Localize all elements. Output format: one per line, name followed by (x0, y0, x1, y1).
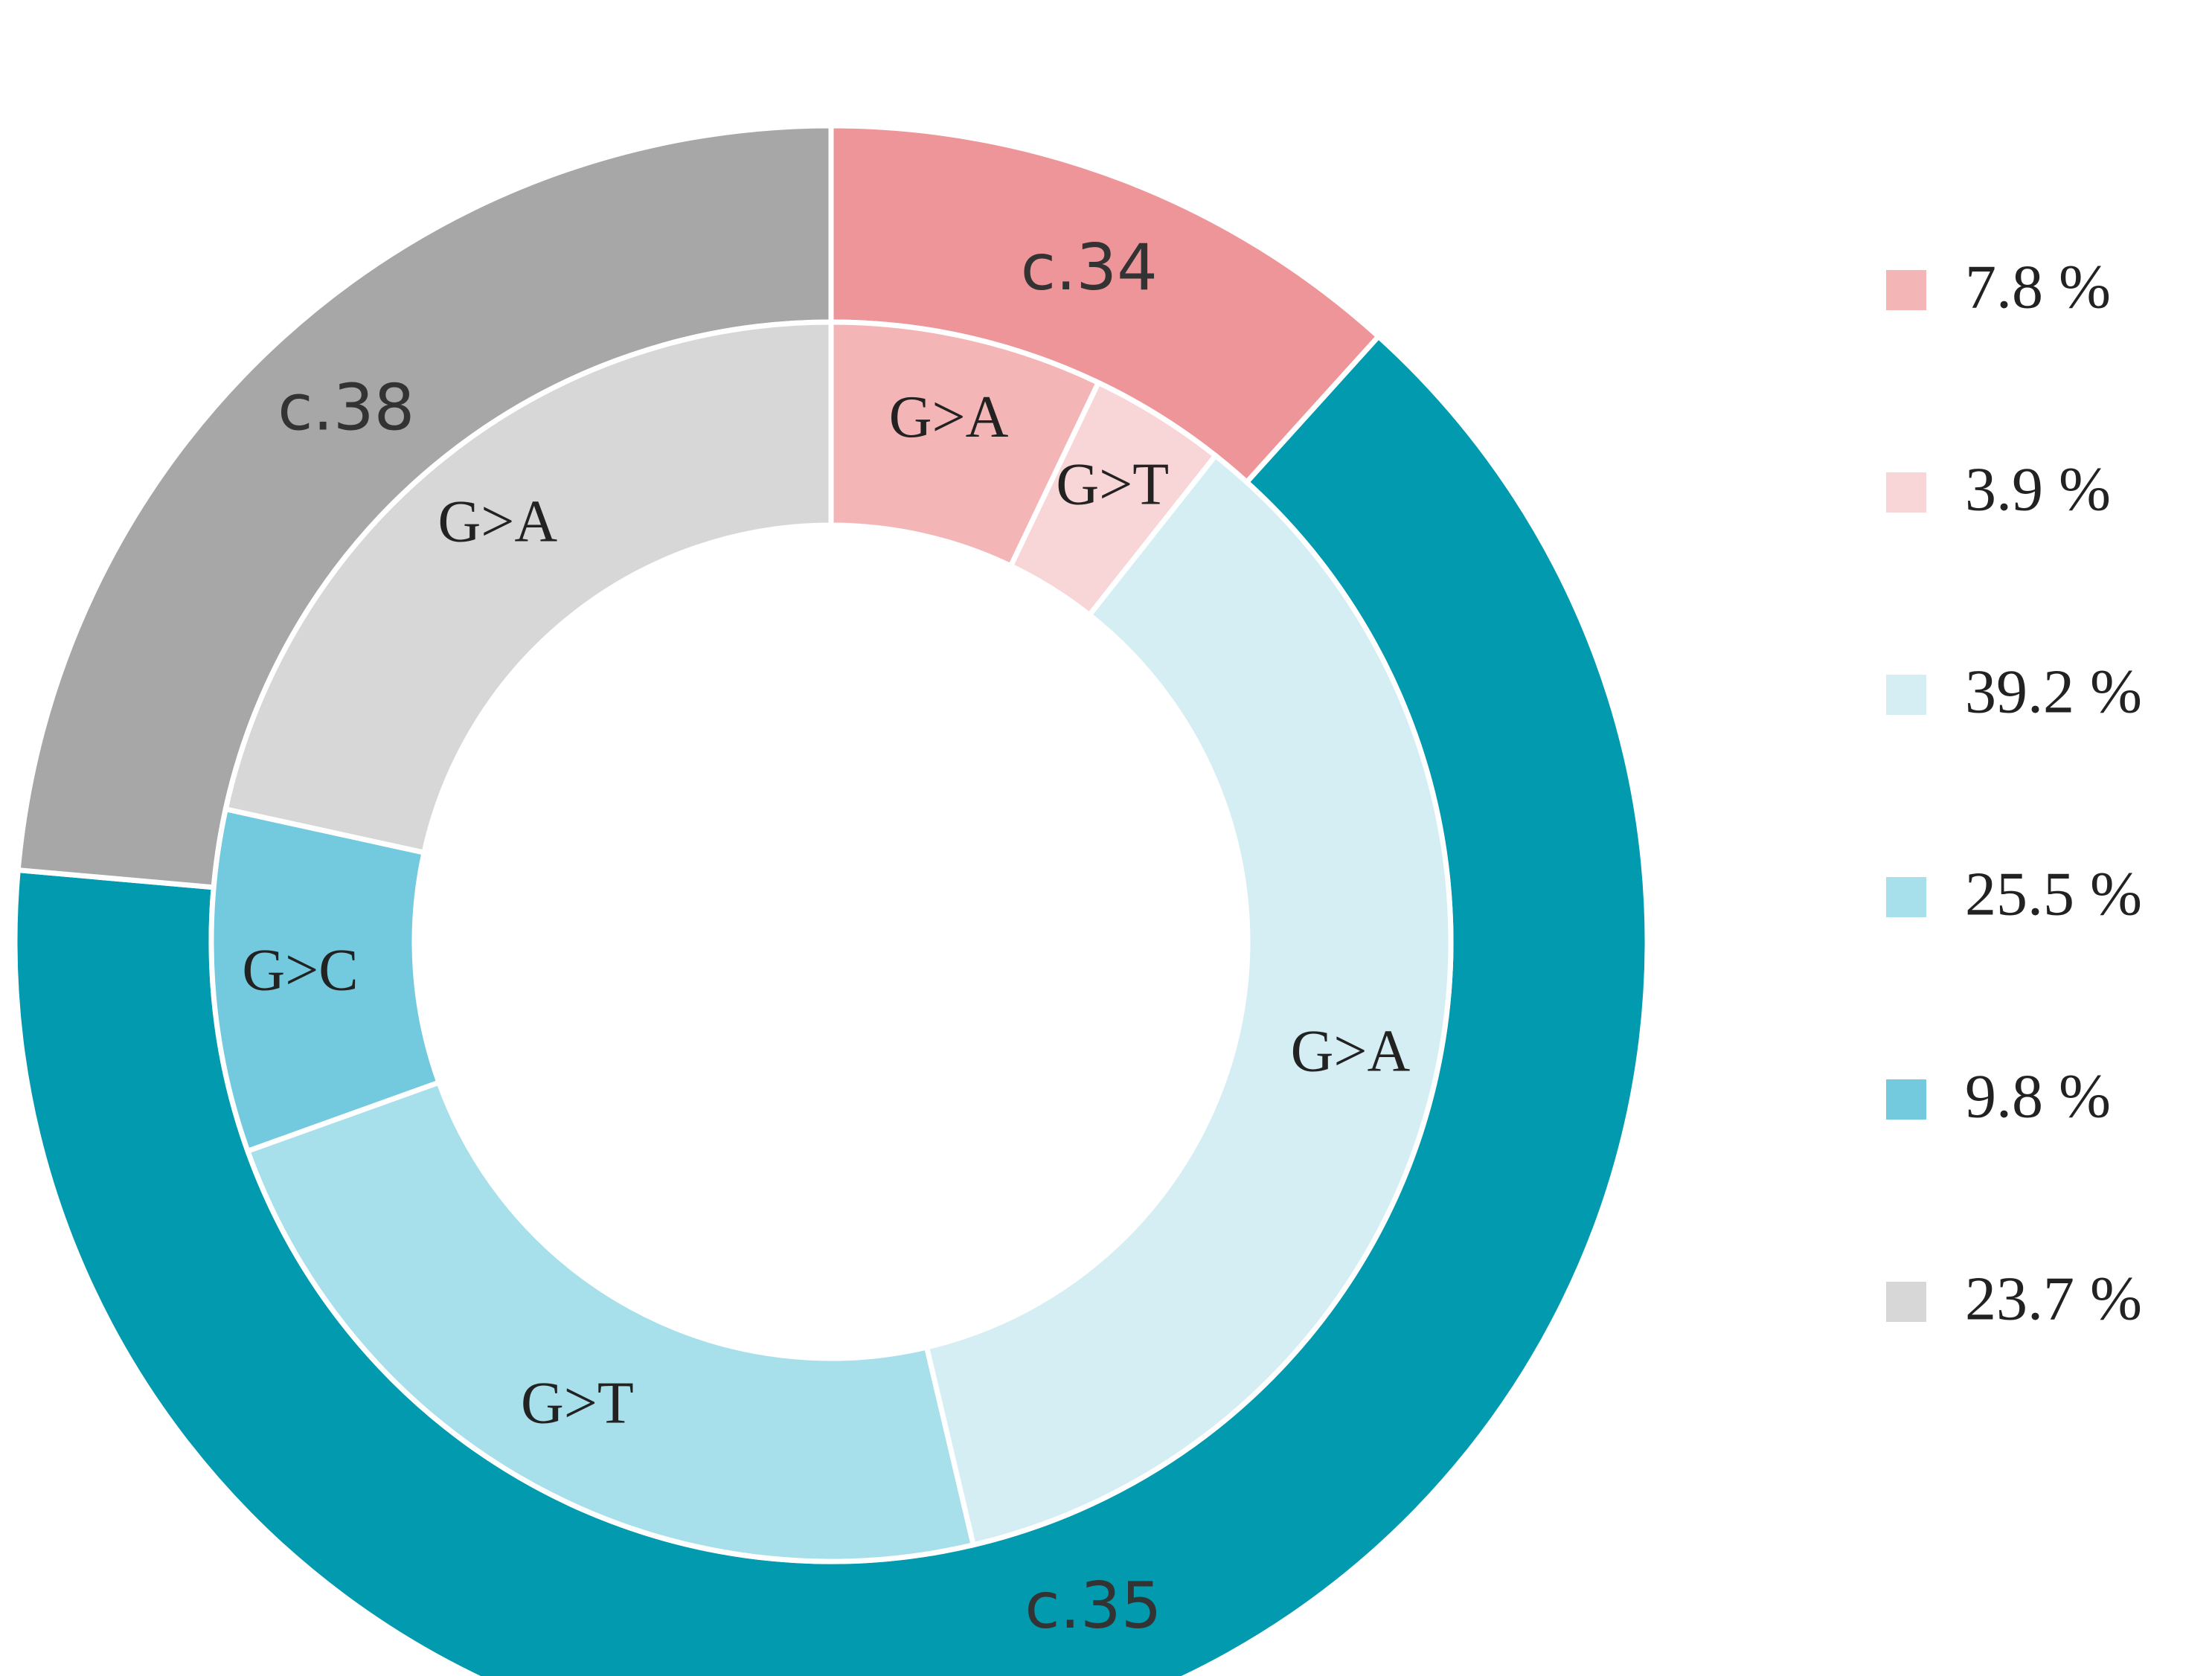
legend-label-5: 9.8 % (1965, 1062, 2111, 1131)
inner-slice-c-35-g-a (923, 452, 1454, 1548)
legend-swatch-5 (1886, 1079, 1926, 1120)
legend-label-6: 23.7 % (1965, 1264, 2142, 1333)
inner-label-c-34-g-a: G>A (889, 385, 1009, 450)
legend-label-2: 3.9 % (1965, 455, 2111, 524)
legend-label-4: 25.5 % (1965, 859, 2142, 928)
legend-swatch-2 (1886, 472, 1926, 513)
legend-swatch-1 (1886, 270, 1926, 310)
inner-label-c-35-g-a: G>A (1291, 1018, 1411, 1084)
legend: 7.8 % 3.9 % 39.2 % 25.5 % 9.8 % 23.7 % (1886, 252, 2142, 1333)
inner-ring-labels: G>A G>T G>A G>T G>C G>A (242, 385, 1410, 1436)
outer-label-c-35: c.35 (1025, 1569, 1161, 1643)
inner-label-c-38-g-a: G>A (437, 489, 557, 554)
inner-slice-c-35-g-t (244, 1079, 977, 1564)
inner-ring (208, 319, 1454, 1564)
outer-label-c-34: c.34 (1021, 231, 1158, 305)
legend-label-3: 39.2 % (1965, 657, 2142, 726)
legend-label-1: 7.8 % (1965, 252, 2111, 321)
inner-slice-c-38-g-a (222, 319, 834, 856)
inner-label-c-35-g-c: G>C (242, 937, 358, 1003)
outer-ring-labels: c.34 c.35 c.38 (278, 231, 1161, 1643)
legend-swatch-4 (1886, 877, 1926, 917)
inner-label-c-34-g-t: G>T (1056, 452, 1169, 518)
legend-swatch-6 (1886, 1282, 1926, 1322)
inner-label-c-35-g-t: G>T (521, 1371, 634, 1436)
legend-swatch-3 (1886, 675, 1926, 715)
outer-label-c-38: c.38 (278, 371, 414, 446)
